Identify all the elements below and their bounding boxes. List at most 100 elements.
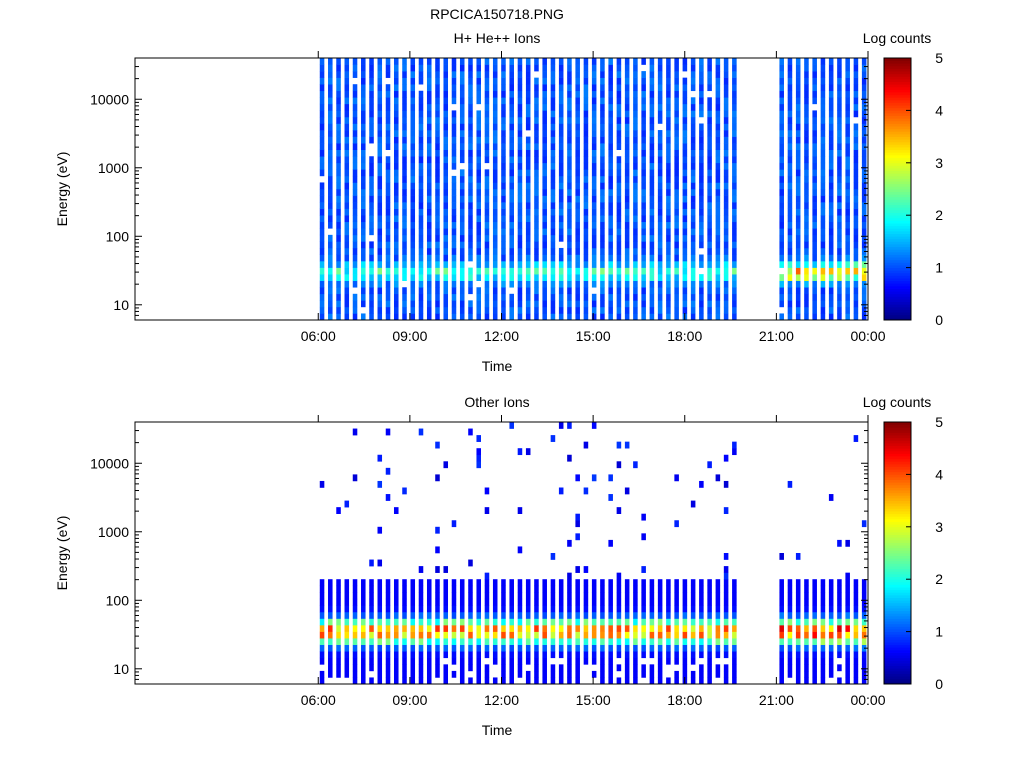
spectrogram-cell xyxy=(666,611,671,619)
spectrogram-cell xyxy=(804,247,809,255)
spectrogram-cell xyxy=(451,189,457,196)
spectrogram-cell xyxy=(525,215,531,223)
spectrogram-cell xyxy=(666,638,671,645)
colorbar-segment xyxy=(884,267,911,271)
spectrogram-cell xyxy=(410,631,416,639)
spectrogram-cell xyxy=(352,136,358,144)
spectrogram-cell xyxy=(828,182,834,190)
spectrogram-cell xyxy=(828,605,834,613)
spectrogram-cell xyxy=(707,116,712,124)
spectrogram-cell xyxy=(410,241,416,249)
spectrogram-cell xyxy=(674,598,679,606)
spectrogram-cell xyxy=(418,293,424,301)
spectrogram-cell xyxy=(418,677,424,685)
colorbar-segment xyxy=(884,299,911,303)
spectrogram-cell xyxy=(426,103,432,111)
spectrogram-cell xyxy=(435,215,440,223)
spectrogram-cell xyxy=(641,149,646,157)
spectrogram-cell xyxy=(699,241,704,249)
spectrogram-cell xyxy=(369,123,374,131)
spectrogram-cell xyxy=(459,241,465,249)
spectrogram-cell xyxy=(804,84,809,92)
spectrogram-cell xyxy=(402,487,407,495)
spectrogram-cell xyxy=(812,162,817,170)
spectrogram-cell xyxy=(845,58,850,65)
spectrogram-cell xyxy=(336,247,341,255)
spectrogram-cell xyxy=(542,664,547,672)
spectrogram-cell xyxy=(377,254,383,262)
spectrogram-cell xyxy=(410,664,416,672)
spectrogram-cell xyxy=(732,90,737,98)
spectrogram-cell xyxy=(674,143,679,150)
spectrogram-cell xyxy=(492,175,498,183)
spectrogram-cell xyxy=(682,103,688,111)
spectrogram-cell xyxy=(583,84,589,92)
spectrogram-cell xyxy=(558,58,564,65)
colorbar-segment xyxy=(884,576,911,580)
spectrogram-cell xyxy=(361,116,366,124)
spectrogram-cell xyxy=(344,136,350,144)
spectrogram-cell xyxy=(426,195,432,203)
panel-title: Other Ions xyxy=(464,394,529,410)
x-axis: 06:00 09:00 12:00 15:00 18:00 21:00 00:00 xyxy=(301,415,886,708)
spectrogram-cell xyxy=(575,306,580,314)
spectrogram-cell xyxy=(723,90,729,98)
spectrogram-cell xyxy=(641,566,646,573)
spectrogram-cell xyxy=(820,677,826,685)
spectrogram-cell xyxy=(820,605,826,613)
spectrogram-cell xyxy=(550,611,556,619)
spectrogram-cell xyxy=(517,77,523,85)
spectrogram-cell xyxy=(435,228,440,236)
spectrogram-cell xyxy=(418,143,424,150)
spectrogram-cell xyxy=(517,84,523,92)
spectrogram-cell xyxy=(723,202,729,209)
spectrogram-cell xyxy=(715,215,721,223)
spectrogram-cell xyxy=(682,592,688,600)
spectrogram-cell xyxy=(336,103,341,111)
spectrogram-cell xyxy=(633,293,638,301)
spectrogram-cell xyxy=(715,169,721,177)
spectrogram-cell xyxy=(344,287,350,295)
spectrogram-cell xyxy=(369,71,374,78)
spectrogram-cell xyxy=(591,618,597,626)
spectrogram-cell xyxy=(583,254,589,262)
colorbar-segment xyxy=(884,136,911,140)
spectrogram-cell xyxy=(575,84,580,92)
spectrogram-cell xyxy=(649,162,655,170)
spectrogram-cell xyxy=(393,84,399,92)
spectrogram-cell xyxy=(861,638,867,645)
spectrogram-cell xyxy=(616,97,622,105)
spectrogram-cell xyxy=(624,234,630,242)
spectrogram-cell xyxy=(550,306,556,314)
spectrogram-cell xyxy=(542,228,547,236)
spectrogram-cell xyxy=(550,300,556,308)
x-tick-label: 21:00 xyxy=(759,692,794,708)
spectrogram-cell xyxy=(707,598,712,606)
spectrogram-cell xyxy=(649,208,655,216)
spectrogram-cell xyxy=(344,657,350,665)
spectrogram-cell xyxy=(468,162,473,170)
spectrogram-cell xyxy=(820,241,826,249)
spectrogram-cell xyxy=(558,293,564,301)
spectrogram-cell xyxy=(558,618,564,626)
spectrogram-cell xyxy=(361,228,366,236)
spectrogram-cell xyxy=(550,247,556,255)
spectrogram-cell xyxy=(641,130,646,137)
spectrogram-cell xyxy=(435,175,440,183)
spectrogram-cell xyxy=(352,97,358,105)
spectrogram-cell xyxy=(828,189,834,196)
spectrogram-cell xyxy=(575,58,580,65)
spectrogram-cell xyxy=(369,64,374,72)
spectrogram-cell xyxy=(361,638,366,645)
colorbar-segment xyxy=(884,217,911,221)
spectrogram-cell xyxy=(845,261,850,268)
spectrogram-cell xyxy=(575,234,580,242)
spectrogram-cell xyxy=(616,598,622,606)
spectrogram-cell xyxy=(393,644,399,652)
colorbar-segment xyxy=(884,283,911,287)
spectrogram-cell xyxy=(633,221,638,229)
spectrogram-cell xyxy=(820,280,826,288)
spectrogram-cell xyxy=(534,631,539,639)
spectrogram-cell xyxy=(509,182,514,190)
spectrogram-cell xyxy=(732,638,737,645)
